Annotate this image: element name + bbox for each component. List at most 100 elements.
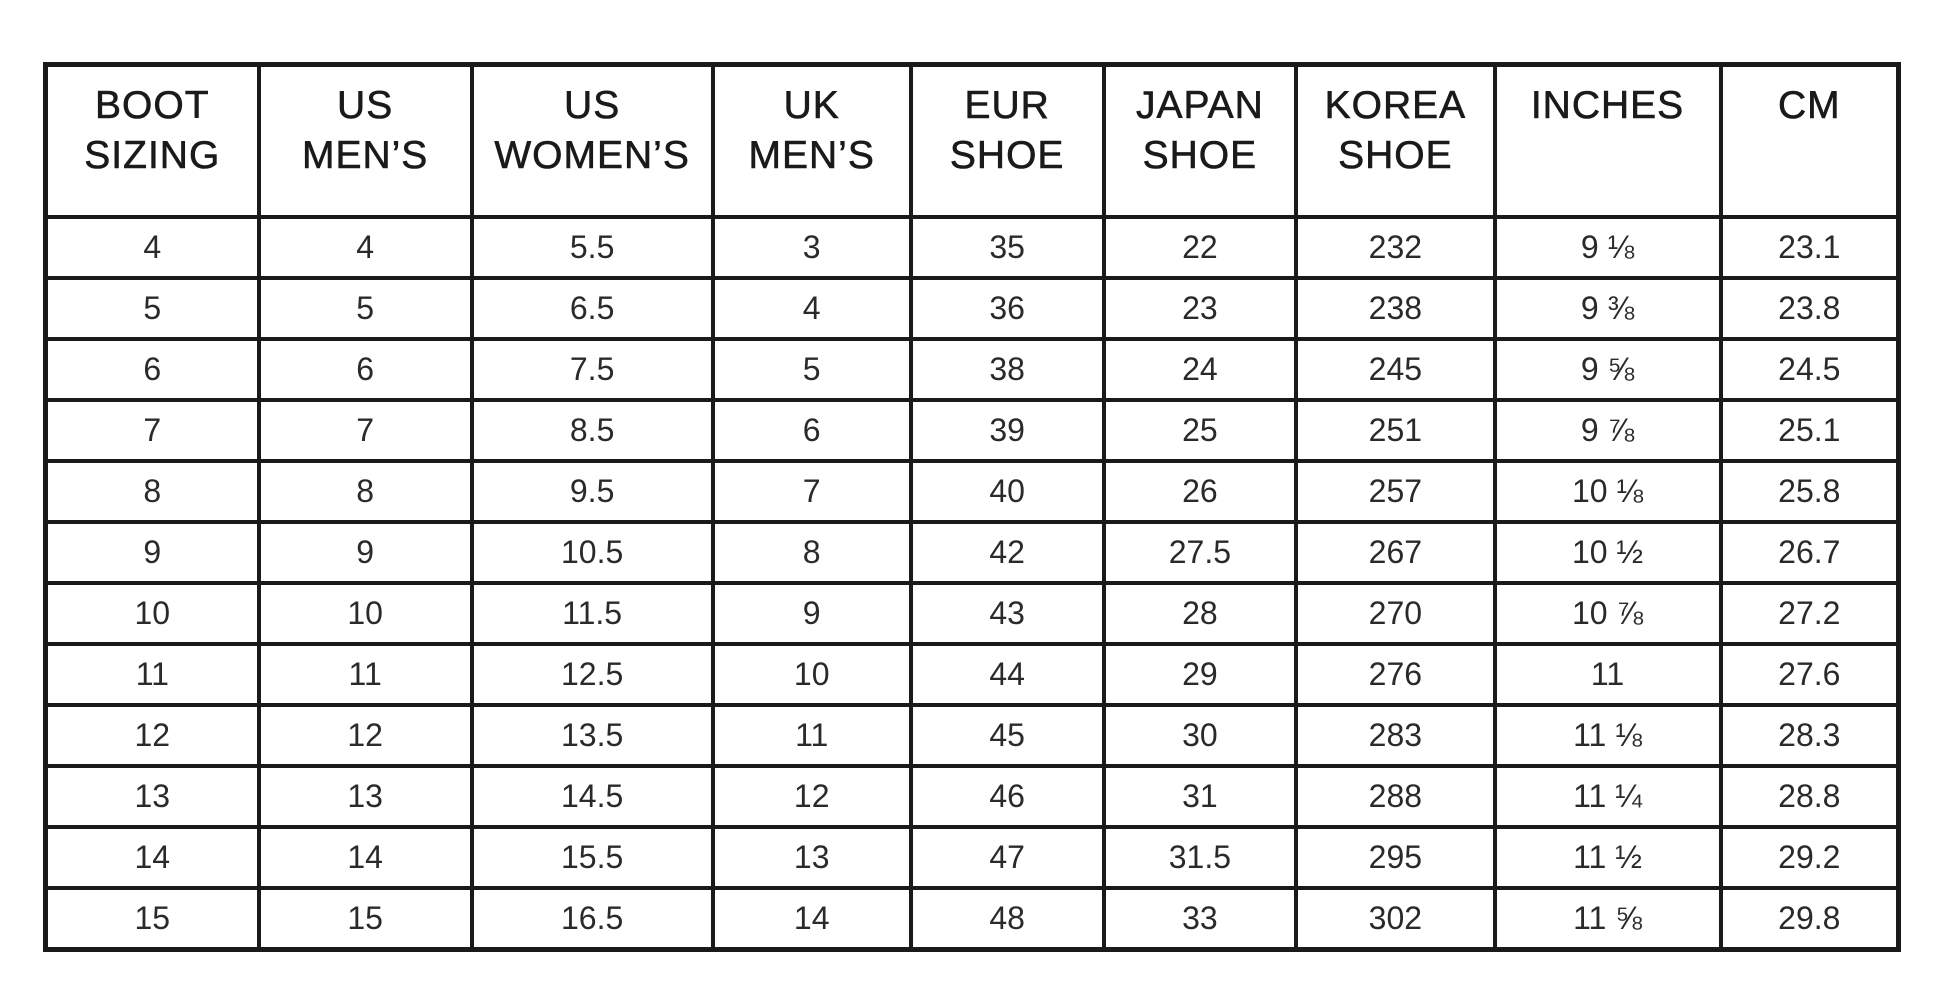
cell-boot-sizing: 15 [43, 886, 261, 952]
cell-inches: 11 ⅛ [1492, 703, 1723, 768]
table-row: 8 8 9.5 7 40 26 257 10 ⅛ 25.8 [43, 459, 1901, 524]
table-row: 14 14 15.5 13 47 31.5 295 11 ½ 29.2 [43, 825, 1901, 890]
header-line: KOREA [1324, 84, 1467, 128]
table-row: 9 9 10.5 8 42 27.5 267 10 ½ 26.7 [43, 520, 1901, 585]
cell-inches: 11 ⅝ [1492, 886, 1723, 952]
cell-korea-shoe: 238 [1294, 276, 1497, 341]
header-uk-mens: UK MEN’S [710, 62, 913, 219]
cell-uk-mens: 6 [710, 398, 913, 463]
cell-inches: 9 ⅛ [1492, 215, 1723, 280]
header-line: WOMEN’S [494, 134, 690, 178]
cell-us-mens: 12 [256, 703, 474, 768]
header-line: US [337, 84, 394, 128]
cell-korea-shoe: 270 [1294, 581, 1497, 646]
cell-korea-shoe: 267 [1294, 520, 1497, 585]
cell-us-womens: 5.5 [469, 215, 715, 280]
cell-uk-mens: 9 [710, 581, 913, 646]
cell-japan-shoe: 23 [1101, 276, 1299, 341]
header-inches: INCHES [1492, 62, 1723, 219]
table-row: 4 4 5.5 3 35 22 232 9 ⅛ 23.1 [43, 215, 1901, 280]
cell-japan-shoe: 26 [1101, 459, 1299, 524]
cell-korea-shoe: 288 [1294, 764, 1497, 829]
header-line: SHOE [1338, 134, 1453, 178]
cell-us-mens: 14 [256, 825, 474, 890]
header-line: INCHES [1530, 84, 1685, 128]
header-boot-sizing: BOOT SIZING [43, 62, 261, 219]
table-row: 6 6 7.5 5 38 24 245 9 ⅝ 24.5 [43, 337, 1901, 402]
cell-us-mens: 15 [256, 886, 474, 952]
cell-us-womens: 15.5 [469, 825, 715, 890]
cell-us-mens: 10 [256, 581, 474, 646]
cell-eur-shoe: 45 [908, 703, 1106, 768]
header-us-mens: US MEN’S [256, 62, 474, 219]
header-line: MEN’S [748, 134, 875, 178]
cell-us-mens: 5 [256, 276, 474, 341]
cell-uk-mens: 10 [710, 642, 913, 707]
cell-boot-sizing: 6 [43, 337, 261, 402]
cell-us-womens: 11.5 [469, 581, 715, 646]
cell-japan-shoe: 30 [1101, 703, 1299, 768]
cell-us-mens: 7 [256, 398, 474, 463]
cell-japan-shoe: 31 [1101, 764, 1299, 829]
table-row: 15 15 16.5 14 48 33 302 11 ⅝ 29.8 [43, 886, 1901, 952]
cell-korea-shoe: 302 [1294, 886, 1497, 952]
cell-uk-mens: 14 [710, 886, 913, 952]
cell-cm: 24.5 [1718, 337, 1901, 402]
cell-korea-shoe: 245 [1294, 337, 1497, 402]
cell-eur-shoe: 40 [908, 459, 1106, 524]
header-line: BOOT [95, 84, 210, 128]
cell-inches: 10 ⅞ [1492, 581, 1723, 646]
cell-cm: 26.7 [1718, 520, 1901, 585]
cell-inches: 10 ⅛ [1492, 459, 1723, 524]
cell-eur-shoe: 47 [908, 825, 1106, 890]
boot-size-chart-table: BOOT SIZING US MEN’S US WOMEN’S UK MEN’S EUR SHOE… [43, 62, 1901, 952]
header-line: JAPAN [1135, 84, 1264, 128]
cell-inches: 11 ¼ [1492, 764, 1723, 829]
header-line: UK [783, 84, 840, 128]
header-cm: CM [1718, 62, 1901, 219]
cell-japan-shoe: 27.5 [1101, 520, 1299, 585]
header-line: SIZING [84, 134, 221, 178]
cell-cm: 27.2 [1718, 581, 1901, 646]
table-row: 11 11 12.5 10 44 29 276 11 27.6 [43, 642, 1901, 707]
header-japan-shoe: JAPAN SHOE [1101, 62, 1299, 219]
table-row: 5 5 6.5 4 36 23 238 9 ⅜ 23.8 [43, 276, 1901, 341]
cell-inches: 9 ⅝ [1492, 337, 1723, 402]
cell-eur-shoe: 39 [908, 398, 1106, 463]
cell-boot-sizing: 14 [43, 825, 261, 890]
header-line: SHOE [1142, 134, 1258, 178]
cell-cm: 28.3 [1718, 703, 1901, 768]
cell-us-womens: 14.5 [469, 764, 715, 829]
cell-boot-sizing: 8 [43, 459, 261, 524]
cell-us-womens: 7.5 [469, 337, 715, 402]
cell-uk-mens: 7 [710, 459, 913, 524]
cell-eur-shoe: 43 [908, 581, 1106, 646]
cell-boot-sizing: 7 [43, 398, 261, 463]
cell-boot-sizing: 10 [43, 581, 261, 646]
cell-korea-shoe: 283 [1294, 703, 1497, 768]
cell-us-womens: 10.5 [469, 520, 715, 585]
cell-japan-shoe: 31.5 [1101, 825, 1299, 890]
table-row: 10 10 11.5 9 43 28 270 10 ⅞ 27.2 [43, 581, 1901, 646]
cell-inches: 11 [1492, 642, 1723, 707]
cell-us-womens: 8.5 [469, 398, 715, 463]
cell-korea-shoe: 295 [1294, 825, 1497, 890]
table-row: 7 7 8.5 6 39 25 251 9 ⅞ 25.1 [43, 398, 1901, 463]
cell-eur-shoe: 42 [908, 520, 1106, 585]
cell-eur-shoe: 44 [908, 642, 1106, 707]
cell-uk-mens: 3 [710, 215, 913, 280]
cell-japan-shoe: 25 [1101, 398, 1299, 463]
header-us-womens: US WOMEN’S [469, 62, 715, 219]
header-korea-shoe: KOREA SHOE [1294, 62, 1497, 219]
table-row: 12 12 13.5 11 45 30 283 11 ⅛ 28.3 [43, 703, 1901, 768]
header-line: SHOE [949, 134, 1065, 178]
cell-japan-shoe: 33 [1101, 886, 1299, 952]
cell-japan-shoe: 22 [1101, 215, 1299, 280]
cell-eur-shoe: 38 [908, 337, 1106, 402]
cell-uk-mens: 12 [710, 764, 913, 829]
header-line: MEN’S [301, 134, 429, 178]
cell-us-womens: 9.5 [469, 459, 715, 524]
cell-uk-mens: 8 [710, 520, 913, 585]
cell-us-mens: 9 [256, 520, 474, 585]
cell-japan-shoe: 24 [1101, 337, 1299, 402]
